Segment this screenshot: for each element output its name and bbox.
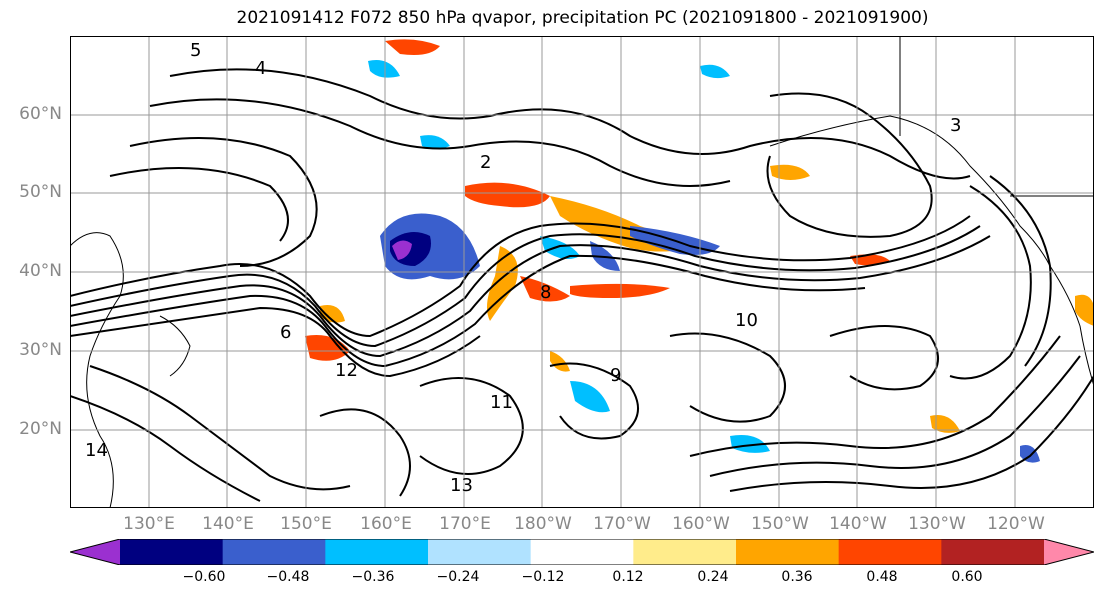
contour-label: 9	[610, 365, 621, 386]
lat-label-20n: 20°N	[19, 419, 62, 439]
colorbar-tick-label: −0.48	[266, 569, 310, 585]
colorbar-swatch	[70, 539, 120, 565]
colorbar-tick-label: −0.60	[182, 569, 226, 585]
colorbar-swatch	[633, 539, 737, 565]
colorbar	[70, 539, 1094, 565]
colorbar-tick-label: 0.48	[866, 569, 898, 585]
lon-label-130e: 130°E	[123, 514, 175, 534]
colorbar-swatch	[325, 539, 429, 565]
map-panel: 5 4 3 2 6 8 9 10 11 12 13 14	[70, 36, 1094, 508]
colorbar-swatch	[1044, 539, 1094, 565]
colorbar-tick-label: −0.24	[436, 569, 480, 585]
lon-label-130w: 130°W	[908, 514, 966, 534]
contour-label: 13	[450, 475, 473, 496]
contour-label: 3	[950, 115, 961, 136]
lon-label-170e: 170°E	[439, 514, 491, 534]
colorbar-swatch	[838, 539, 942, 565]
lat-label-40n: 40°N	[19, 261, 62, 281]
colorbar-swatch	[120, 539, 224, 565]
lat-label-30n: 30°N	[19, 340, 62, 360]
lon-label-160e: 160°E	[360, 514, 412, 534]
contour-labels: 5 4 3 2 6 8 9 10 11 12 13 14	[85, 40, 961, 496]
colorbar-swatch	[222, 539, 326, 565]
contour-label: 12	[335, 360, 358, 381]
contour-label: 4	[255, 58, 266, 79]
colorbar-swatch	[941, 539, 1045, 565]
contour-label: 8	[540, 282, 551, 303]
lon-label-140e: 140°E	[202, 514, 254, 534]
contour-label: 11	[490, 392, 513, 413]
colorbar-swatch	[736, 539, 840, 565]
qvapor-contours	[70, 68, 1094, 502]
colorbar-swatch	[530, 539, 634, 565]
lon-label-120w: 120°W	[987, 514, 1045, 534]
contour-label: 5	[190, 40, 201, 61]
lon-label-170w: 170°W	[593, 514, 651, 534]
lat-label-50n: 50°N	[19, 182, 62, 202]
contour-label: 6	[280, 322, 291, 343]
lon-label-180w: 180°W	[514, 514, 572, 534]
lon-label-140w: 140°W	[829, 514, 887, 534]
lon-label-160w: 160°W	[672, 514, 730, 534]
colorbar-tick-label: 0.24	[697, 569, 729, 585]
contour-label: 14	[85, 440, 108, 461]
contour-label: 2	[480, 152, 491, 173]
colorbar-tick-label: 0.60	[951, 569, 983, 585]
lon-label-150e: 150°E	[280, 514, 332, 534]
colorbar-tick-label: 0.36	[781, 569, 813, 585]
coastlines	[70, 36, 1094, 508]
lon-label-150w: 150°W	[751, 514, 809, 534]
contour-label: 10	[735, 310, 758, 331]
colorbar-swatches	[70, 539, 1094, 565]
colorbar-swatch	[428, 539, 532, 565]
map-title: 2021091412 F072 850 hPa qvapor, precipit…	[236, 8, 929, 28]
lat-label-60n: 60°N	[19, 104, 62, 124]
map-frame	[70, 36, 1094, 508]
colorbar-tick-label: −0.36	[351, 569, 395, 585]
map-gridlines	[70, 36, 1094, 508]
colorbar-tick-label: −0.12	[521, 569, 565, 585]
colorbar-tick-label: 0.12	[612, 569, 644, 585]
